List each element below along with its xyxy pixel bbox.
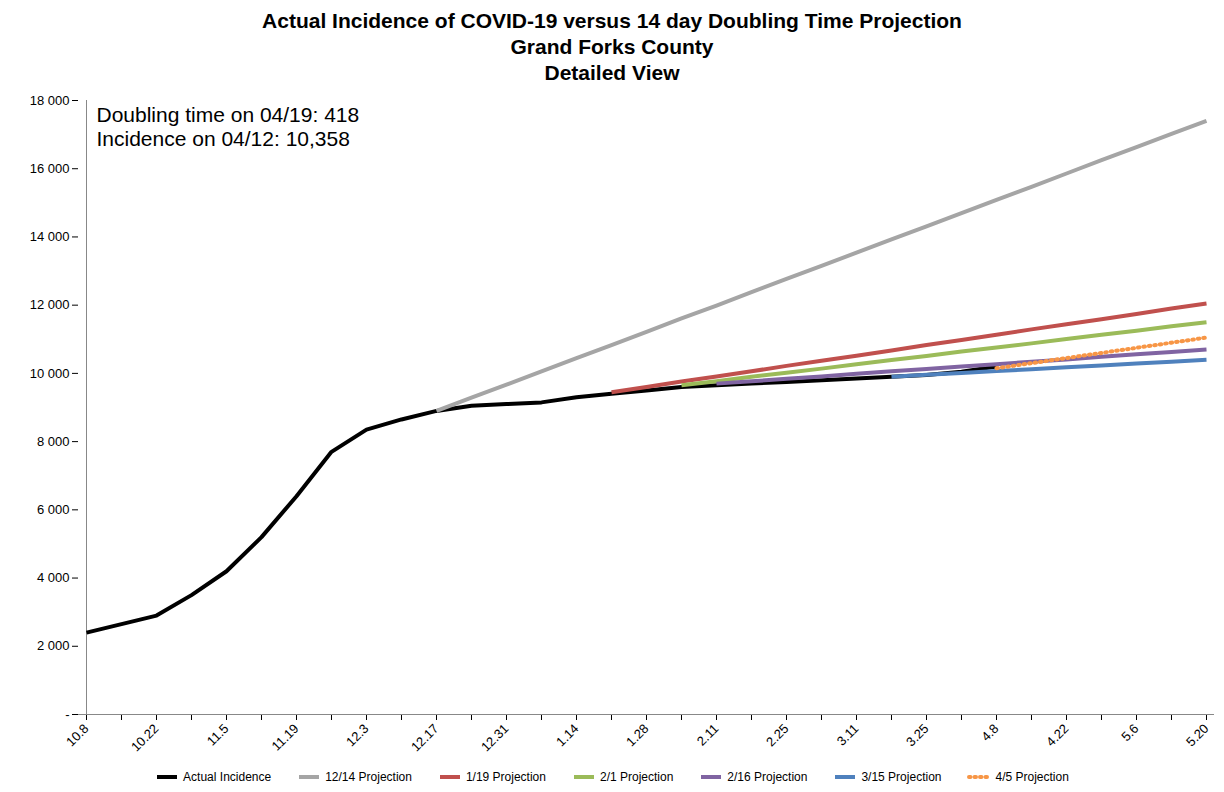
svg-text:2.11: 2.11	[694, 721, 722, 749]
svg-text:4.8: 4.8	[978, 721, 1001, 744]
svg-text:1.28: 1.28	[623, 721, 652, 750]
html-text:3/15 Projection: 3/15 Projection	[861, 770, 942, 784]
svg-text:8 000: 8 000	[37, 434, 70, 449]
html-text:2/1 Projection: 2/1 Projection	[600, 770, 674, 784]
svg-text:2 000: 2 000	[37, 638, 70, 653]
svg-text:3.11: 3.11	[834, 721, 862, 749]
html-text:2/16 Projection: 2/16 Projection	[727, 770, 808, 784]
svg-text:3.25: 3.25	[903, 721, 932, 750]
html-text:4/5 Projection: 4/5 Projection	[995, 770, 1069, 784]
svg-text:2.25: 2.25	[763, 721, 792, 750]
svg-text:18 000: 18 000	[30, 93, 70, 108]
svg-text:12.31: 12.31	[478, 721, 512, 755]
html-text:Grand Forks County: Grand Forks County	[510, 35, 714, 58]
svg-text:Doubling time on 04/19: 418Inc: Doubling time on 04/19: 418Incidence on …	[97, 103, 360, 150]
svg-text:1.14: 1.14	[553, 721, 582, 750]
html-text:Actual Incidence of COVID-19 v: Actual Incidence of COVID-19 versus 14 d…	[262, 9, 962, 32]
svg-text:6 000: 6 000	[37, 502, 70, 517]
html-text:Detailed View: Detailed View	[544, 61, 680, 84]
svg-text:10 000: 10 000	[30, 366, 70, 381]
svg-text:12 000: 12 000	[30, 297, 70, 312]
svg-text:-: -	[65, 707, 69, 722]
svg-text:12.3: 12.3	[343, 721, 372, 750]
svg-text:16 000: 16 000	[30, 161, 70, 176]
svg-text:4.22: 4.22	[1043, 721, 1072, 750]
html-text:1/19 Projection: 1/19 Projection	[465, 770, 546, 784]
svg-text:11.5: 11.5	[204, 721, 232, 749]
html-text:12/14 Projection: 12/14 Projection	[325, 770, 412, 784]
svg-text:12.17: 12.17	[408, 721, 442, 755]
html-text:Actual Incidence: Actual Incidence	[183, 770, 272, 784]
svg-text:11.19: 11.19	[269, 721, 302, 754]
svg-text:4 000: 4 000	[37, 570, 70, 585]
svg-text:14 000: 14 000	[30, 229, 70, 244]
svg-text:10.8: 10.8	[63, 721, 92, 750]
svg-text:5.6: 5.6	[1118, 721, 1141, 744]
svg-text:5.20: 5.20	[1183, 721, 1212, 750]
svg-text:10.22: 10.22	[128, 721, 162, 755]
